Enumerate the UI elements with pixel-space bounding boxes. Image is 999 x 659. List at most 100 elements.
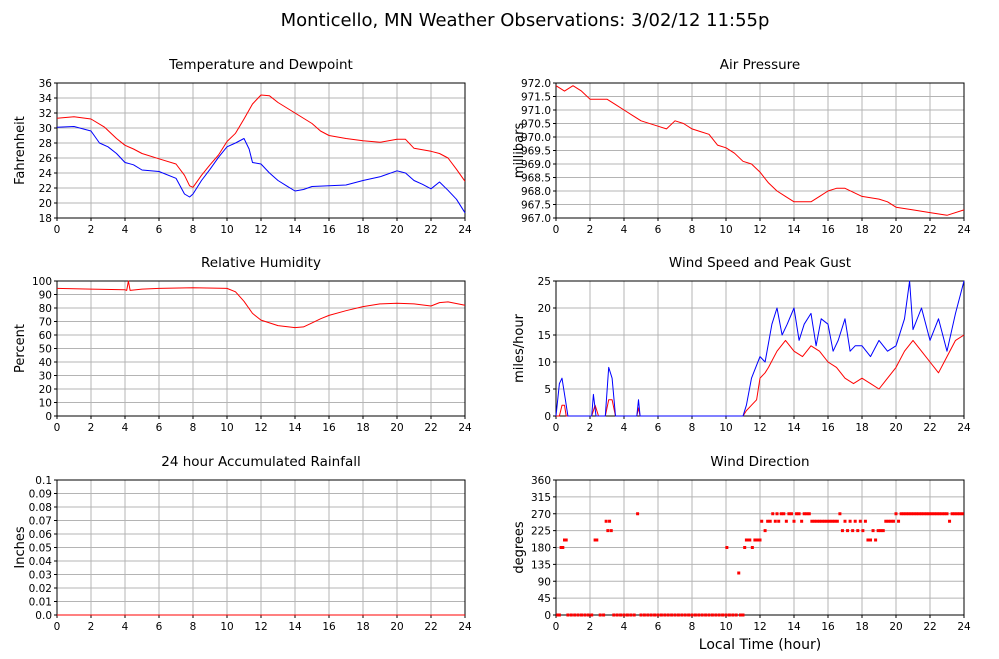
data-point xyxy=(598,613,602,617)
data-point xyxy=(564,538,568,542)
data-point xyxy=(629,613,633,617)
data-point xyxy=(917,512,921,516)
x-tick-label: 12 xyxy=(753,422,766,434)
x-tick-label: 10 xyxy=(220,224,233,236)
y-tick-label: 90 xyxy=(538,576,551,588)
data-point xyxy=(848,519,852,523)
data-point xyxy=(935,512,939,516)
data-point xyxy=(879,529,883,533)
pressure-title: Air Pressure xyxy=(720,57,800,73)
data-point xyxy=(925,512,929,516)
data-point xyxy=(731,613,735,617)
x-tick-label: 16 xyxy=(821,224,835,236)
x-tick-label: 4 xyxy=(122,621,129,633)
x-tick-label: 2 xyxy=(88,224,95,236)
data-point xyxy=(861,529,865,533)
y-tick-label: 22 xyxy=(39,183,52,195)
x-tick-label: 22 xyxy=(424,621,437,633)
data-point xyxy=(884,519,888,523)
x-tick-label: 8 xyxy=(190,224,197,236)
data-point xyxy=(700,613,704,617)
data-point xyxy=(869,538,872,542)
x-tick-label: 8 xyxy=(689,422,696,434)
x-tick-label: 24 xyxy=(957,224,971,236)
data-point xyxy=(886,519,890,523)
x-tick-label: 22 xyxy=(923,422,936,434)
data-point xyxy=(559,546,563,549)
x-tick-label: 2 xyxy=(587,422,594,434)
x-tick-label: 16 xyxy=(821,621,835,633)
data-point xyxy=(625,613,629,617)
x-tick-label: 16 xyxy=(322,621,336,633)
x-tick-label: 8 xyxy=(689,224,696,236)
data-point xyxy=(680,613,684,617)
data-point xyxy=(891,519,895,523)
x-tick-label: 24 xyxy=(458,422,472,434)
x-tick-label: 20 xyxy=(889,224,902,236)
direction-y-axis-label: degrees xyxy=(512,521,527,574)
y-tick-label: 971.0 xyxy=(521,105,551,117)
x-tick-label: 20 xyxy=(390,422,403,434)
y-tick-label: 18 xyxy=(39,213,52,225)
y-tick-label: 971.5 xyxy=(521,92,551,104)
x-tick-label: 4 xyxy=(621,422,628,434)
data-point xyxy=(615,613,619,617)
y-tick-label: 60 xyxy=(39,330,52,342)
x-tick-label: 4 xyxy=(122,224,129,236)
data-point xyxy=(717,613,721,617)
data-point xyxy=(851,529,855,533)
x-tick-label: 8 xyxy=(190,422,197,434)
data-point xyxy=(687,613,691,617)
y-tick-label: 360 xyxy=(531,475,551,487)
y-tick-label: 40 xyxy=(39,357,52,369)
y-tick-label: 225 xyxy=(531,526,551,538)
data-point xyxy=(838,512,842,516)
data-point xyxy=(948,519,952,523)
y-tick-label: 26 xyxy=(39,153,53,165)
data-point xyxy=(815,519,819,523)
data-point xyxy=(676,613,680,617)
data-point xyxy=(858,519,862,523)
x-tick-label: 10 xyxy=(220,621,233,633)
y-tick-label: 0.02 xyxy=(29,583,52,595)
data-point xyxy=(876,529,880,533)
x-tick-label: 18 xyxy=(855,422,868,434)
y-tick-label: 315 xyxy=(531,492,551,504)
data-point xyxy=(748,538,752,542)
data-point xyxy=(866,538,870,542)
x-tick-label: 14 xyxy=(288,224,302,236)
data-point xyxy=(797,512,801,516)
x-tick-label: 2 xyxy=(88,621,95,633)
data-point xyxy=(566,613,570,617)
data-point xyxy=(871,529,875,533)
data-point xyxy=(569,613,573,617)
data-point xyxy=(758,538,762,542)
data-point xyxy=(960,512,964,516)
y-tick-label: 0.05 xyxy=(29,543,52,555)
figure-title: Monticello, MN Weather Observations: 3/0… xyxy=(281,10,770,31)
x-tick-label: 16 xyxy=(821,422,835,434)
x-tick-label: 0 xyxy=(54,621,61,633)
x-tick-label: 14 xyxy=(288,621,302,633)
x-tick-label: 6 xyxy=(655,224,662,236)
data-point xyxy=(656,613,660,617)
data-point xyxy=(802,512,806,516)
data-point xyxy=(576,613,580,617)
x-tick-label: 4 xyxy=(621,621,628,633)
data-point xyxy=(835,519,839,523)
data-point xyxy=(812,519,816,523)
data-point xyxy=(608,519,612,523)
data-point xyxy=(741,613,745,617)
y-tick-label: 972.0 xyxy=(521,78,551,90)
y-tick-label: 270 xyxy=(531,509,551,521)
data-point xyxy=(595,538,599,542)
y-tick-label: 15 xyxy=(538,330,551,342)
data-point xyxy=(707,613,711,617)
x-tick-label: 10 xyxy=(719,224,732,236)
data-point xyxy=(853,519,857,523)
